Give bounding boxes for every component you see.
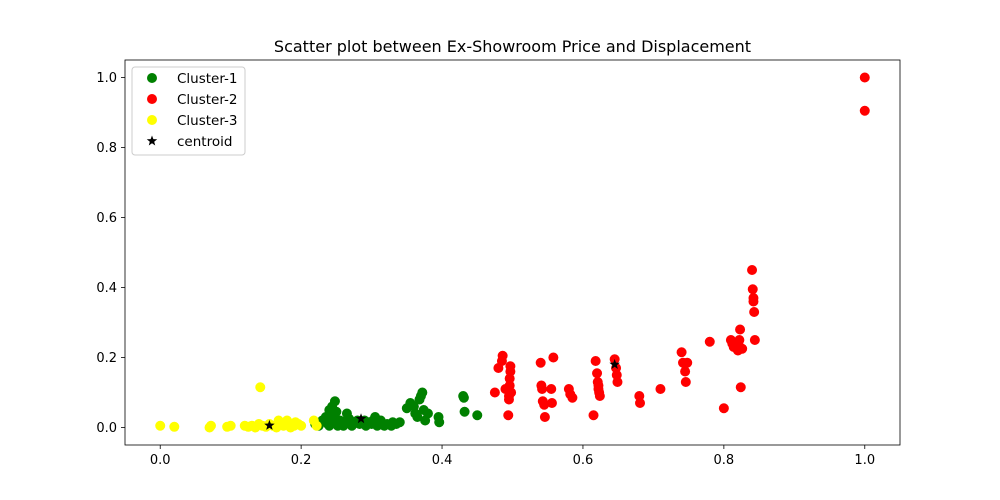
scatter-point [255,382,266,393]
scatter-point [735,324,746,335]
scatter-point [737,343,748,354]
scatter-point [612,377,623,387]
scatter-point [535,357,546,368]
scatter-point [735,382,746,393]
scatter-point [590,356,601,366]
scatter-point [472,410,483,421]
legend-box [131,66,246,156]
y-tick-label: 0.2 [96,351,117,366]
scatter-point [505,361,516,372]
y-tick-label: 1.0 [96,71,117,86]
x-tick-label: 0.0 [150,453,171,468]
scatter-point [718,403,729,414]
scatter-point [412,412,423,422]
legend-label: Cluster-1 [177,71,238,87]
scatter-point [205,420,216,431]
scatter-point [331,406,342,417]
x-tick-label: 1.0 [854,453,875,468]
centroid-point [609,359,620,369]
legend-circle-marker [147,115,157,125]
x-tick-label: 0.6 [573,453,594,468]
scatter-point [539,412,550,422]
scatter-point [594,391,605,401]
legend-label: centroid [177,134,232,150]
scatter-point [225,420,236,431]
scatter-point [704,336,715,347]
y-tick-label: 0.4 [96,281,117,296]
scatter-point [588,410,599,421]
scatter-point [546,398,557,408]
scatter-point [749,335,760,345]
y-tick-label: 0.6 [96,211,117,226]
scatter-point [749,307,760,317]
scatter-point [169,421,180,432]
scatter-point [489,387,500,398]
scatter-point [537,384,548,394]
legend-label: Cluster-3 [177,113,238,129]
scatter-point [329,396,340,407]
scatter-point [592,368,603,379]
scatter-point [676,347,687,358]
scatter-point [682,357,693,368]
scatter-point [635,398,646,408]
scatter-point [734,335,745,345]
scatter-point [155,420,166,431]
data-points [155,72,870,433]
scatter-point [539,399,550,410]
scatter-point [459,406,470,417]
scatter-point [655,384,666,394]
scatter-point [548,352,559,363]
y-axis: 0.0 0.2 0.4 0.6 0.8 1.0 [96,71,125,436]
scatter-point [506,387,517,398]
scatter-point [680,366,691,377]
scatter-point [296,420,307,431]
legend-label: Cluster-2 [177,92,238,108]
scatter-point [458,392,469,403]
x-axis: 0.0 0.2 0.4 0.6 0.8 1.0 [150,445,875,468]
y-tick-label: 0.8 [96,141,117,156]
scatter-point [859,105,870,116]
plot-area-frame [124,59,901,446]
legend-circle-marker [147,73,157,83]
x-tick-label: 0.2 [291,453,312,468]
scatter-point [422,408,433,419]
centroid-point [264,419,275,430]
x-tick-label: 0.4 [432,453,453,468]
scatter-point [567,392,578,403]
x-tick-label: 0.8 [714,453,735,468]
scatter-point [417,387,428,398]
scatter-point [394,417,405,428]
scatter-point [748,296,759,307]
centroid-point [355,413,367,424]
scatter-point [747,284,758,295]
y-tick-label: 0.0 [96,421,117,436]
scatter-point [434,417,445,428]
scatter-point [859,72,870,83]
scatter-point [497,350,508,361]
legend-star-marker [146,135,158,146]
scatter-point [311,420,322,431]
scatter-point [546,384,557,394]
legend-circle-marker [147,94,157,104]
legend: Cluster-1 Cluster-2 Cluster-3 centroid [131,66,246,156]
scatter-point [680,377,691,387]
chart-title: Scatter plot between Ex-Showroom Price a… [274,37,751,56]
scatter-point [747,265,758,275]
scatter-point [503,410,514,421]
